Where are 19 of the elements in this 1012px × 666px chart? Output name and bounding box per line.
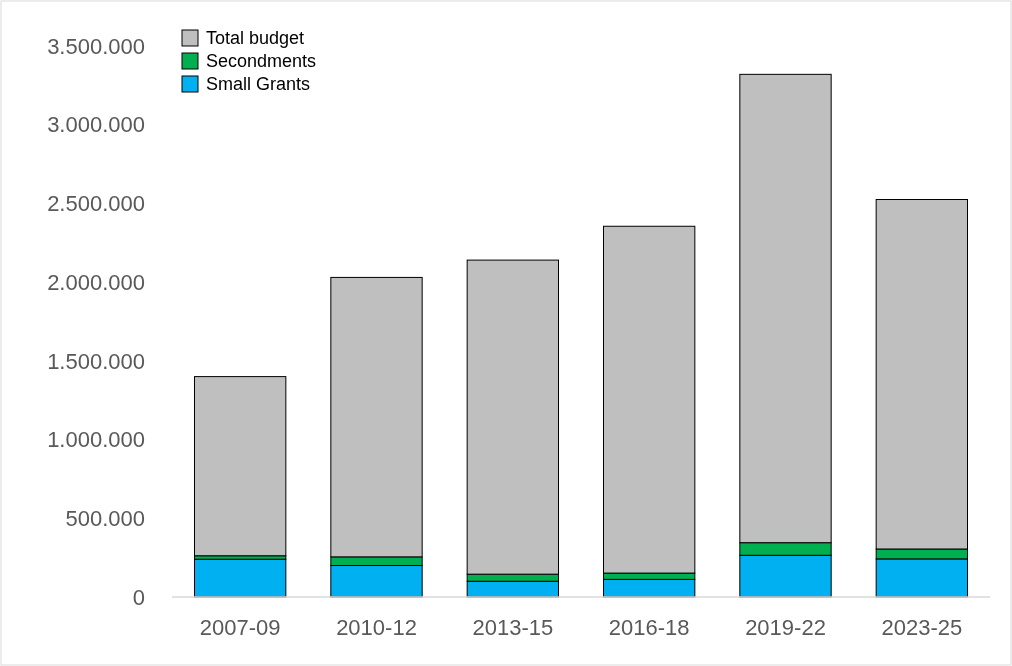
y-tick-label: 3.500.000 [47, 33, 145, 59]
x-tick-label: 2016-18 [608, 615, 690, 640]
x-tick-label: 2019-22 [745, 615, 826, 640]
y-tick-label: 2.000.000 [47, 269, 145, 295]
legend-label: Total budget [206, 28, 305, 49]
legend-label: Small Grants [206, 74, 311, 95]
y-tick-label: 500.000 [65, 505, 145, 531]
y-tick-label: 1.000.000 [47, 427, 145, 453]
y-tick-label: 0 [132, 584, 145, 610]
bar [194, 376, 287, 557]
bar [194, 558, 287, 598]
y-tick-label: 2.500.000 [47, 191, 145, 217]
y-tick-label: 1.500.000 [47, 348, 145, 374]
x-tick-label: 2013-15 [472, 615, 554, 640]
x-tick-label: 2010-12 [336, 615, 417, 640]
legend-label: Secondments [206, 51, 317, 72]
x-tick-label: 2023-25 [881, 615, 963, 640]
y-tick-label: 3.000.000 [47, 112, 145, 138]
x-tick-label: 2007-09 [199, 615, 281, 640]
